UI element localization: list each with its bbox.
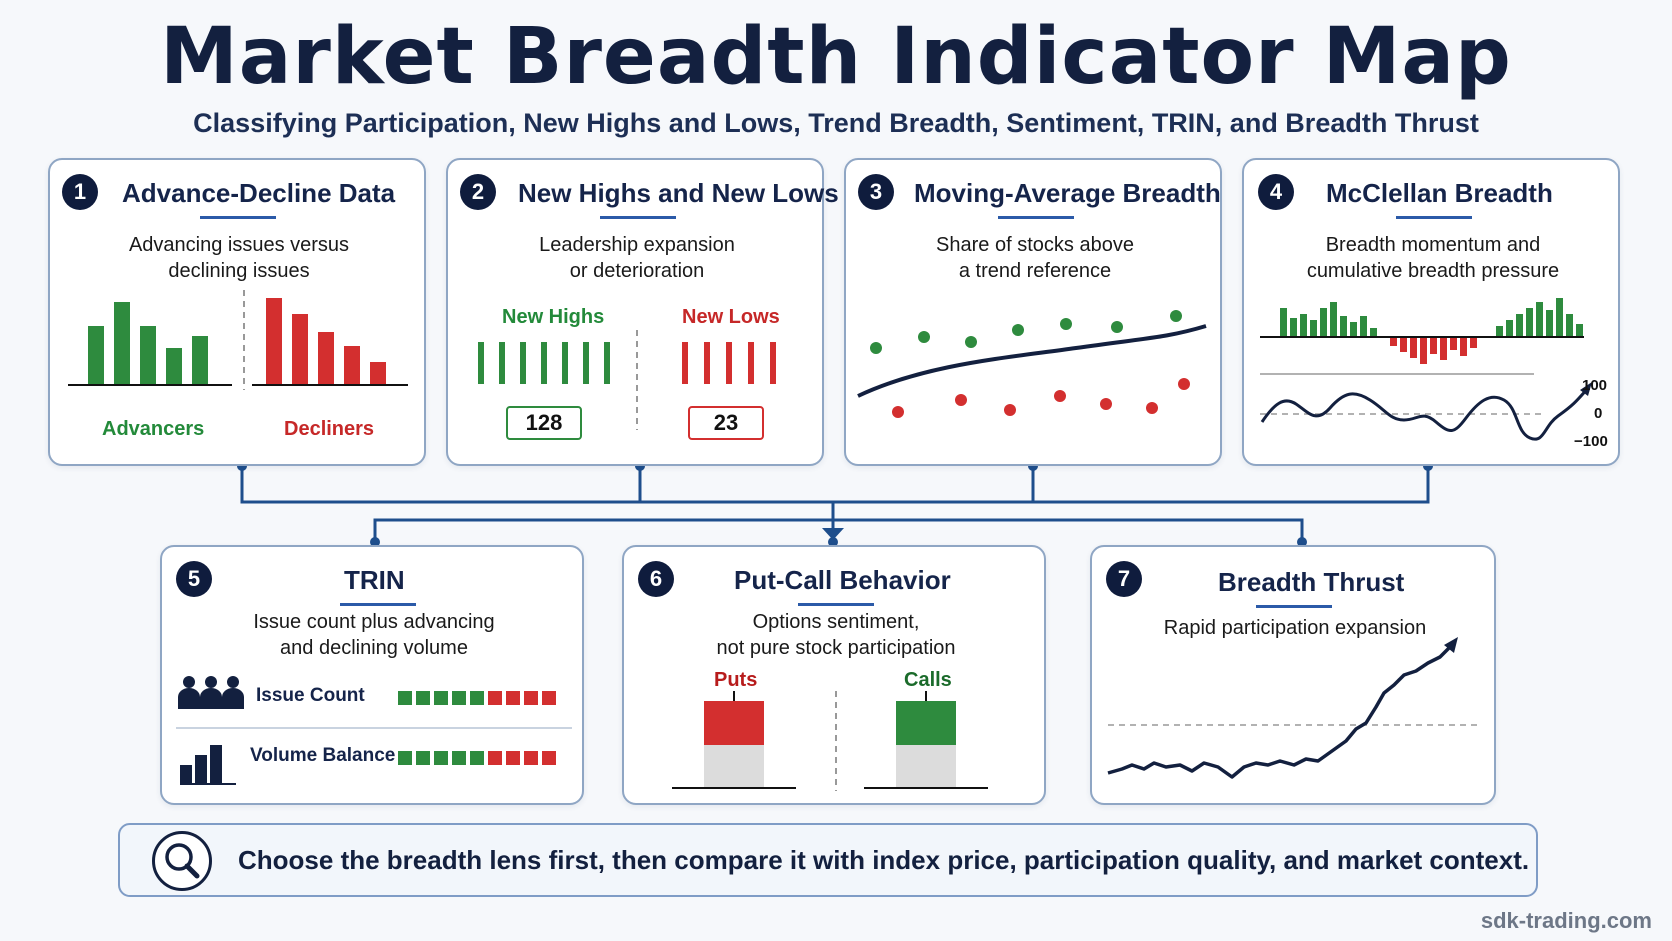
issue-count-label: Issue Count	[256, 685, 365, 706]
card-mcclellan-breadth: 4 McClellan Breadth Breadth momentum and…	[1242, 158, 1620, 466]
page-subtitle: Classifying Participation, New Highs and…	[193, 108, 1479, 138]
card-new-highs-lows: 2 New Highs and New Lows Leadership expa…	[446, 158, 839, 466]
card-description: Share of stocks above	[936, 234, 1134, 256]
card-description: Issue count plus advancing	[253, 611, 495, 633]
card-title: McClellan Breadth	[1326, 178, 1553, 208]
card-description: declining issues	[168, 260, 310, 282]
title-underline	[998, 216, 1074, 219]
new-lows-label: New Lows	[682, 306, 780, 328]
footer-text: Choose the breadth lens first, then comp…	[238, 845, 1530, 875]
thrust-line-chart	[1107, 637, 1478, 779]
card-number-badge: 3	[858, 174, 894, 210]
magnifier-icon	[152, 831, 212, 891]
card-number-badge: 4	[1258, 174, 1294, 210]
card-title: Advance-Decline Data	[122, 178, 396, 208]
card-title: Breadth Thrust	[1218, 567, 1405, 597]
card-title: New Highs and New Lows	[518, 178, 839, 208]
y-tick-0: 0	[1594, 405, 1603, 422]
card-description: Options sentiment,	[752, 611, 920, 633]
put-call-bars	[672, 691, 988, 791]
bar-chart-icon	[180, 745, 236, 785]
card-description: Breadth momentum and	[1325, 234, 1541, 256]
y-tick-100: 100	[1582, 377, 1608, 394]
card-moving-average-breadth: 3 Moving-Average Breadth Share of stocks…	[844, 158, 1222, 466]
card-description: not pure stock participation	[716, 637, 956, 659]
card-number-badge: 1	[62, 174, 98, 210]
card-number-badge: 2	[460, 174, 496, 210]
card-put-call: 6 Put-Call Behavior Options sentiment, n…	[622, 545, 1046, 805]
title-underline	[200, 216, 276, 219]
new-highs-label: New Highs	[502, 306, 605, 328]
brand-watermark: sdk-trading.com	[1480, 908, 1652, 933]
card-description: cumulative breadth pressure	[1306, 260, 1560, 282]
page-title: Market Breadth Indicator Map	[160, 12, 1512, 102]
card-number-badge: 7	[1106, 561, 1142, 597]
card-description: Leadership expansion	[539, 234, 735, 256]
card-trin: 5 TRIN Issue count plus advancing and de…	[160, 545, 584, 805]
title-underline	[1396, 216, 1472, 219]
people-icon	[178, 676, 244, 709]
card-title: TRIN	[344, 565, 405, 595]
highs-lows-ticks	[478, 330, 776, 430]
card-description: or deterioration	[569, 260, 705, 282]
ma-breadth-plot	[857, 310, 1207, 418]
card-description: and declining volume	[280, 637, 468, 659]
puts-label: Puts	[714, 669, 758, 691]
card-advance-decline: 1 Advance-Decline Data Advancing issues …	[48, 158, 426, 466]
advancers-label: Advancers	[102, 418, 205, 440]
calls-label: Calls	[904, 669, 952, 691]
card-description: Rapid participation expansion	[1163, 617, 1427, 639]
card-description: Advancing issues versus	[128, 234, 350, 256]
card-number-badge: 5	[176, 561, 212, 597]
title-underline	[798, 603, 874, 606]
new-lows-count: 23	[688, 406, 764, 440]
card-number-badge: 6	[638, 561, 674, 597]
volume-balance-label: Volume Balance	[250, 745, 396, 766]
decliners-label: Decliners	[284, 418, 375, 440]
mcclellan-oscillator	[1260, 298, 1592, 441]
title-underline	[340, 603, 416, 606]
card-title: Put-Call Behavior	[734, 565, 951, 595]
new-highs-count: 128	[506, 406, 582, 440]
advance-decline-bars	[68, 290, 408, 390]
title-underline	[600, 216, 676, 219]
card-breadth-thrust: 7 Breadth Thrust Rapid participation exp…	[1090, 545, 1496, 805]
card-description: a trend reference	[958, 260, 1112, 282]
y-tick-neg100: −100	[1574, 433, 1608, 450]
footer-banner: Choose the breadth lens first, then comp…	[118, 823, 1538, 897]
card-title: Moving-Average Breadth	[914, 178, 1221, 208]
row-divider	[176, 727, 572, 729]
title-underline	[1256, 605, 1332, 608]
